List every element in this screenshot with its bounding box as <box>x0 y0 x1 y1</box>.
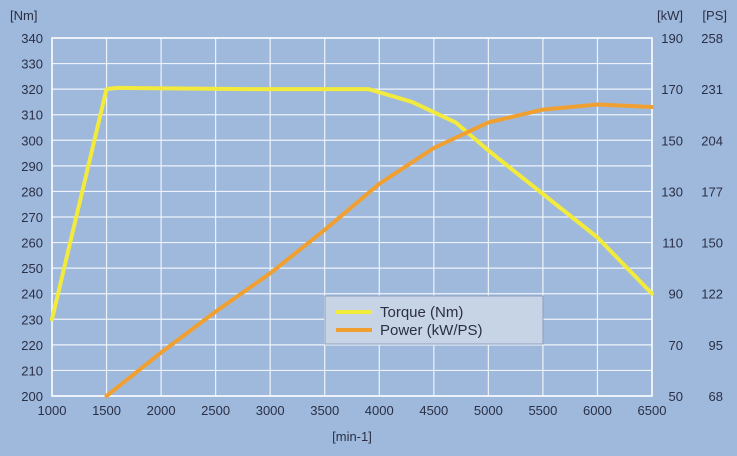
legend-label-torque: Torque (Nm) <box>380 304 463 321</box>
y-left-tick-label: 330 <box>21 57 43 72</box>
y-left-tick-label: 220 <box>21 338 43 353</box>
y-left-tick-label: 300 <box>21 133 43 148</box>
x-tick-label: 6000 <box>583 403 612 418</box>
power-line <box>104 102 654 398</box>
legend: Torque (Nm) Power (kW/PS) <box>324 295 544 345</box>
x-tick-label: 5500 <box>528 403 557 418</box>
y-left-tick-label: 260 <box>21 236 43 251</box>
y-left-tick-label: 250 <box>21 261 43 276</box>
y-right-ps-tick-label: 231 <box>701 82 723 97</box>
series-layer <box>50 85 654 398</box>
y-right-ps-tick-label: 204 <box>701 133 723 148</box>
y-left-tick-label: 230 <box>21 312 43 327</box>
y-left-tick-label: 240 <box>21 287 43 302</box>
x-tick-label: 3000 <box>256 403 285 418</box>
x-tick-label: 2500 <box>201 403 230 418</box>
x-tick-label: 4000 <box>365 403 394 418</box>
y-right-kw-tick-label: 130 <box>661 184 683 199</box>
y-right-ps-tick-label: 95 <box>709 338 723 353</box>
x-tick-label: 3500 <box>310 403 339 418</box>
y-right-ps-tick-label: 150 <box>701 236 723 251</box>
y-left-unit-label: [Nm] <box>10 8 37 23</box>
axes: 200 210 220 230 240 250 260 270 280 290 300 310 320 3… <box>10 8 727 444</box>
y-right-kw-tick-label: 190 <box>661 31 683 46</box>
y-left-tick-label: 320 <box>21 82 43 97</box>
legend-box <box>324 295 544 345</box>
y-left-tick-label: 280 <box>21 184 43 199</box>
y-right-kw-tick-label: 150 <box>661 133 683 148</box>
y-right-ps-tick-label: 258 <box>701 31 723 46</box>
x-tick-label: 2000 <box>147 403 176 418</box>
y-right-kw-tick-label: 90 <box>669 287 683 302</box>
x-axis-label: [min-1] <box>332 429 372 444</box>
y-right-kw-tick-label: 50 <box>669 389 683 404</box>
y-right-ps-tick-label: 68 <box>709 389 723 404</box>
y-left-tick-label: 200 <box>21 389 43 404</box>
y-right-kw-tick-label: 170 <box>661 82 683 97</box>
y-left-tick-label: 270 <box>21 210 43 225</box>
y-left-tick-label: 340 <box>21 31 43 46</box>
y-right-ps-tick-label: 122 <box>701 287 723 302</box>
y-left-tick-label: 310 <box>21 108 43 123</box>
x-tick-label: 5000 <box>474 403 503 418</box>
y-right-kw-unit-label: [kW] <box>657 8 683 23</box>
x-tick-label: 6500 <box>638 403 667 418</box>
y-left-tick-label: 210 <box>21 363 43 378</box>
torque-line <box>50 85 654 322</box>
y-left-tick-label: 290 <box>21 159 43 174</box>
x-tick-label: 4500 <box>419 403 448 418</box>
y-right-ps-tick-label: 177 <box>701 184 723 199</box>
x-tick-label: 1000 <box>38 403 67 418</box>
y-right-kw-tick-label: 70 <box>669 338 683 353</box>
y-right-kw-tick-label: 110 <box>662 236 683 251</box>
y-right-ps-unit-label: [PS] <box>702 8 727 23</box>
legend-label-power: Power (kW/PS) <box>380 322 483 339</box>
plot-frame <box>51 37 653 397</box>
x-tick-label: 1500 <box>92 403 121 418</box>
grid <box>51 37 653 397</box>
